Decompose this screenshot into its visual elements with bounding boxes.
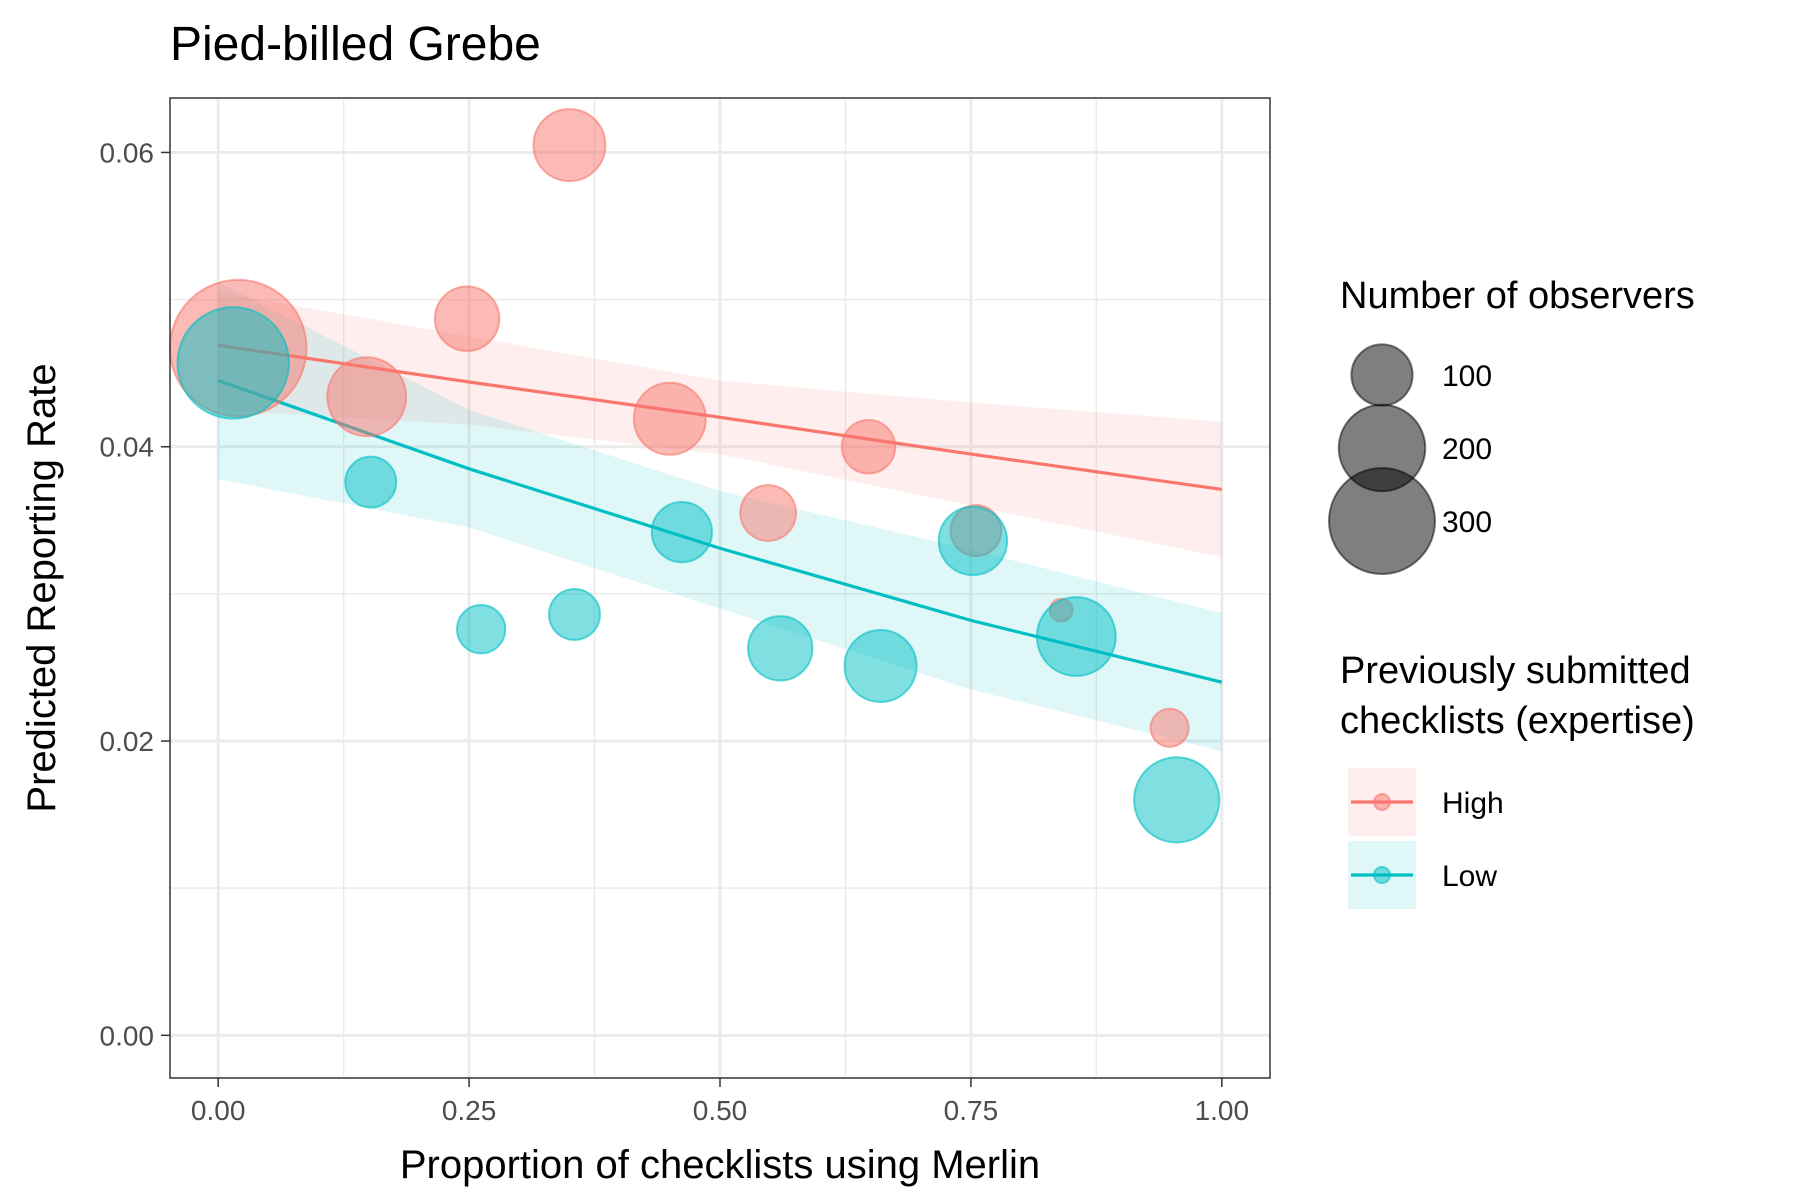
point-high	[433, 285, 501, 352]
data-points	[168, 108, 1221, 844]
legend-color-title-line-1: Previously submitted	[1340, 650, 1691, 692]
y-axis: 0.00 0.02 0.04 0.06	[100, 137, 170, 1051]
point-high	[632, 381, 707, 456]
point-high	[1149, 707, 1190, 748]
y-tick-label: 0.00	[100, 1020, 155, 1051]
point-high	[739, 484, 798, 542]
point-high	[532, 108, 607, 183]
y-tick-label: 0.06	[100, 137, 155, 168]
legend-size-key	[1327, 466, 1437, 576]
confidence-band-low	[218, 281, 1222, 752]
point-low	[650, 500, 713, 564]
point-high	[840, 419, 897, 475]
legend-color-key-point	[1373, 793, 1391, 811]
point-high	[326, 356, 408, 438]
legend-size-title: Number of observers	[1340, 275, 1695, 317]
legend-color-title-line-2: checklists (expertise)	[1340, 700, 1695, 742]
point-low	[176, 306, 291, 420]
y-axis-title: Predicted Reporting Rate	[20, 363, 64, 812]
legend-size-key	[1350, 343, 1414, 407]
legend-color-label: High	[1442, 787, 1504, 820]
legend-color: Previously submitted checklists (experti…	[1340, 650, 1695, 909]
point-low	[1035, 596, 1117, 677]
x-axis: 0.00 0.25 0.50 0.75 1.00	[191, 1078, 1249, 1126]
y-tick-label: 0.04	[100, 432, 155, 463]
confidence-bands	[218, 281, 1222, 752]
legend-size-label: 200	[1442, 433, 1492, 466]
point-low	[548, 588, 601, 641]
x-tick-label: 1.00	[1195, 1095, 1250, 1126]
legend-color-key-point	[1373, 866, 1391, 884]
grid-major	[170, 98, 1270, 1078]
point-low	[843, 628, 918, 703]
x-tick-label: 0.50	[693, 1095, 748, 1126]
legend-size: Number of observers 100 200 300	[1327, 275, 1695, 576]
point-low	[1133, 756, 1221, 844]
point-low	[455, 604, 507, 655]
point-low	[937, 505, 1009, 577]
x-axis-title: Proportion of checklists using Merlin	[400, 1143, 1040, 1187]
legend-color-label: Low	[1442, 860, 1497, 893]
legend-size-label: 300	[1442, 506, 1492, 539]
chart-title: Pied-billed Grebe	[170, 18, 541, 71]
y-tick-label: 0.02	[100, 726, 155, 757]
x-tick-label: 0.75	[944, 1095, 999, 1126]
legend-size-label: 100	[1442, 360, 1492, 393]
confidence-band-high	[218, 292, 1222, 558]
point-low	[344, 455, 398, 509]
point-low	[747, 615, 814, 682]
x-tick-label: 0.25	[442, 1095, 497, 1126]
x-tick-label: 0.00	[191, 1095, 246, 1126]
